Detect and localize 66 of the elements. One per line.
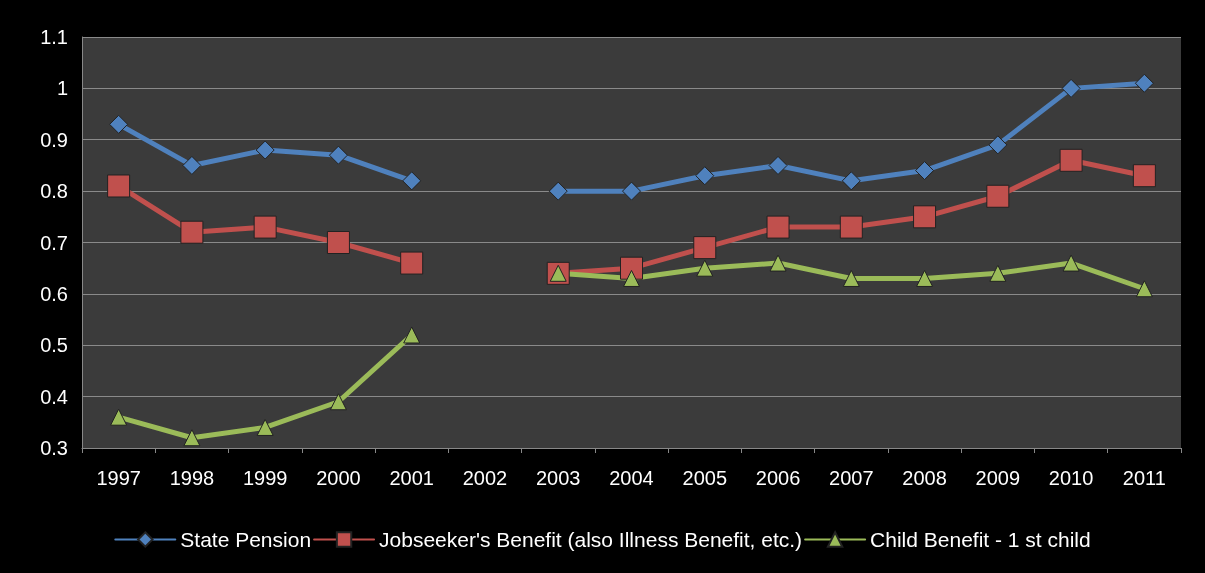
x-tick-label: 2003 (535, 467, 581, 489)
x-tick-label: 2009 (975, 467, 1021, 489)
x-tick-label: 2000 (316, 467, 361, 489)
point (400, 251, 424, 275)
point (1061, 78, 1081, 98)
y-tick-label: 0.9 (40, 128, 68, 151)
point (182, 155, 202, 175)
point (1135, 280, 1153, 298)
point (326, 231, 350, 254)
x-tick-label: 2006 (755, 467, 801, 489)
x-tick-label: 2011 (1122, 467, 1166, 489)
point (1134, 73, 1154, 93)
x-tick-label: 1998 (169, 467, 215, 489)
point (989, 264, 1007, 282)
y-tick-label: 0.6 (40, 282, 68, 305)
point (253, 215, 277, 239)
point (916, 269, 934, 287)
y-tick-label: 0.7 (40, 231, 68, 254)
point (769, 254, 787, 272)
point (913, 205, 937, 229)
point (988, 135, 1008, 155)
x-tick-label: 2004 (609, 467, 654, 489)
point (1062, 254, 1080, 272)
x-tick-label: 2001 (389, 467, 434, 489)
y-tick-label: 1 (56, 77, 68, 100)
point (841, 171, 861, 191)
x-tick-label: 1999 (242, 467, 288, 489)
point (1132, 164, 1156, 188)
legend-label: State Pension (180, 528, 312, 551)
point (328, 145, 348, 165)
point (180, 220, 204, 244)
point (915, 161, 935, 181)
point (329, 393, 347, 411)
point (183, 429, 201, 447)
point (986, 184, 1010, 208)
point (695, 166, 715, 186)
point (109, 114, 129, 134)
y-tick-label: 0.4 (40, 385, 68, 408)
y-tick-label: 0.8 (40, 180, 68, 203)
point (696, 259, 714, 277)
point (693, 236, 717, 260)
x-tick-label: 2002 (462, 467, 508, 489)
x-tick-label: 1997 (96, 467, 141, 489)
x-tick-label: 2007 (829, 467, 874, 489)
point (839, 215, 863, 239)
point (842, 269, 860, 287)
legend-label: Child Benefit - 1 st child (870, 528, 1091, 551)
point (1059, 148, 1083, 172)
point (110, 408, 128, 426)
point (256, 418, 274, 436)
point (107, 174, 131, 198)
point (403, 326, 421, 344)
point (768, 155, 788, 175)
x-tick-label: 2010 (1048, 467, 1094, 489)
legend-label: Jobseeker's Benefit (also Illness Benefit, etc.) (379, 528, 803, 551)
y-tick-label: 0.5 (40, 334, 68, 357)
point (766, 215, 790, 239)
point (548, 181, 568, 201)
point (402, 171, 422, 191)
x-tick-label: 2008 (902, 467, 947, 489)
point (255, 140, 275, 160)
x-tick-label: 2005 (682, 467, 728, 489)
point (622, 181, 641, 201)
y-tick-label: 1.1 (40, 26, 68, 48)
y-tick-label: 0.3 (40, 437, 68, 459)
point (623, 269, 640, 287)
